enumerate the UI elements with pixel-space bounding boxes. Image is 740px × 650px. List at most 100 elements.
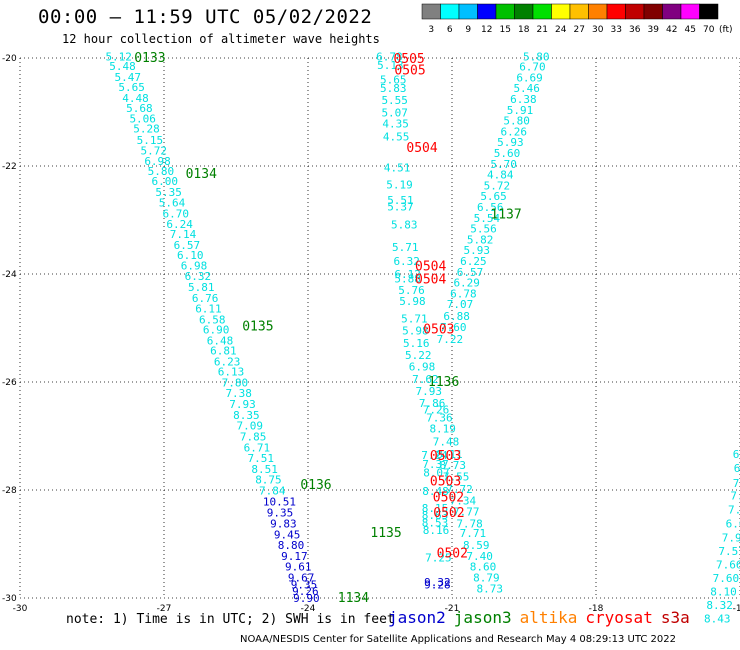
wave-height-label: 6.48 [207, 334, 234, 347]
colorbar-swatch [495, 3, 515, 20]
wave-height-label: 5.80 [148, 165, 175, 178]
orbit-label: 0505 [394, 63, 425, 78]
wave-height-label: 6.12 [394, 268, 421, 281]
wave-height-label: 9.32 [424, 576, 451, 589]
wave-height-label: 7.26 [423, 404, 450, 417]
x-tick-label: -18 [589, 604, 604, 614]
wave-height-label: 7.36 [426, 412, 453, 425]
wave-height-label: 7.42 [730, 489, 740, 502]
wave-height-label: 5.83 [391, 218, 418, 231]
wave-height-label: 6.32 [393, 255, 420, 268]
wave-height-label: 7.25 [425, 552, 452, 565]
colorbar-level: 24 [555, 25, 567, 35]
orbit-label: 0135 [242, 319, 273, 334]
colorbar-swatch [440, 3, 460, 20]
wave-height-label: 5.98 [399, 295, 426, 308]
wave-height-label: 7.60 [440, 321, 467, 334]
wave-height-label: 6.76 [192, 292, 219, 305]
y-tick-label: -24 [2, 270, 17, 280]
colorbar-level: 30 [592, 25, 604, 35]
orbit-label: 0502 [433, 491, 464, 506]
wave-height-label: 7.66 [716, 559, 740, 572]
colorbar-level: 9 [465, 25, 471, 35]
wave-height-label: 5.56 [470, 223, 497, 236]
wave-height-label: 6.88 [443, 310, 470, 323]
wave-height-label: 7.62 [412, 373, 439, 386]
wave-height-label: 8.32 [706, 599, 733, 612]
wave-height-label: 7.86 [419, 397, 446, 410]
orbit-label: 1135 [370, 526, 401, 541]
wave-height-label: 7.34 [450, 494, 477, 507]
wave-height-label: 7.94 [722, 532, 740, 545]
wave-height-label: 5.46 [513, 82, 540, 95]
wave-height-label: 5.98 [402, 325, 429, 338]
wave-height-label: 6.71 [244, 441, 271, 454]
wave-height-label: 5.12 [105, 50, 132, 63]
wave-height-label: 8.15 [422, 502, 449, 515]
wave-height-label: 7.77 [453, 506, 480, 519]
y-tick-label: -20 [2, 54, 17, 64]
orbit-label: 1136 [428, 375, 459, 390]
wave-height-label: 9.26 [292, 585, 319, 598]
wave-height-label: 8.60 [470, 561, 497, 574]
wave-height-label: 5.64 [159, 197, 186, 210]
wave-height-label: 7.57 [718, 545, 740, 558]
wave-height-label: 7.68 [728, 503, 740, 516]
colorbar-level: 42 [666, 25, 677, 35]
wave-height-label: 6.98 [409, 360, 436, 373]
wave-height-label: 5.82 [467, 233, 494, 246]
wave-height-label: 7.84 [259, 485, 286, 498]
wave-height-label: 9.61 [285, 561, 312, 574]
wave-height-label: 5.13 [377, 59, 404, 72]
colorbar-swatch [569, 3, 589, 20]
wave-height-label: 6.70 [163, 208, 190, 221]
wave-height-label: 5.80 [503, 115, 530, 128]
wave-height-label: 5.47 [115, 71, 142, 84]
wave-height-label: 8.43 [704, 613, 731, 626]
wave-height-label: 7.07 [447, 298, 474, 311]
colorbar-swatch [588, 3, 608, 20]
wave-height-label: 9.83 [270, 517, 297, 530]
orbit-label: 0504 [415, 272, 446, 287]
wave-height-label: 7.80 [222, 377, 249, 390]
wave-height-label: 9.17 [281, 550, 308, 563]
orbit-label: 0133 [134, 51, 165, 66]
wave-height-label: 7.14 [170, 228, 197, 241]
wave-height-label: 7.51 [248, 452, 275, 465]
wave-height-label: 7.93 [229, 398, 256, 411]
wave-height-label: 10.51 [263, 495, 296, 508]
wave-height-label: 8.59 [463, 539, 490, 552]
wave-height-label: 6.57 [457, 266, 484, 279]
colorbar-swatch [606, 3, 626, 20]
wave-height-label: 6.38 [510, 93, 536, 106]
grid [19, 57, 740, 599]
wave-height-label: 5.68 [126, 102, 153, 115]
wave-height-label: 5.70 [490, 158, 517, 171]
wave-height-label: 7.85 [240, 431, 267, 444]
colorbar-level: 33 [611, 25, 622, 35]
orbit-label: 0503 [423, 323, 454, 338]
colorbar-level: 45 [685, 25, 696, 35]
x-tick-label: -27 [157, 604, 172, 614]
wave-height-label: 5.65 [480, 190, 507, 203]
wave-height-label: 9.35 [267, 507, 294, 520]
colorbar-level: 21 [537, 25, 548, 35]
wave-height-label: 8.48 [422, 485, 449, 498]
wave-height-label: 8.10 [710, 586, 737, 599]
wave-height-label: 7.24 [421, 449, 448, 462]
wave-height-label: 6.78 [450, 287, 477, 300]
wave-height-label: 8.63 [422, 509, 449, 522]
wave-height-label: 5.81 [188, 281, 215, 294]
chart-subtitle: 12 hour collection of altimeter wave hei… [62, 32, 380, 46]
legend-entry-jason3: jason3 [453, 608, 512, 627]
wave-height-label: 7.71 [460, 527, 487, 540]
wave-height-label: 7.37 [422, 458, 449, 471]
wave-height-label: 6.13 [218, 366, 245, 379]
wave-height-label: 9.45 [274, 528, 301, 541]
wave-height-label: 5.19 [386, 178, 413, 191]
credit-line: NOAA/NESDIS Center for Satellite Applica… [240, 634, 676, 645]
wave-height-label: 5.07 [381, 107, 408, 120]
wave-height-label: 6.10 [177, 249, 204, 262]
wave-height-label: 5.35 [155, 186, 182, 199]
orbit-label: 1137 [490, 208, 521, 223]
